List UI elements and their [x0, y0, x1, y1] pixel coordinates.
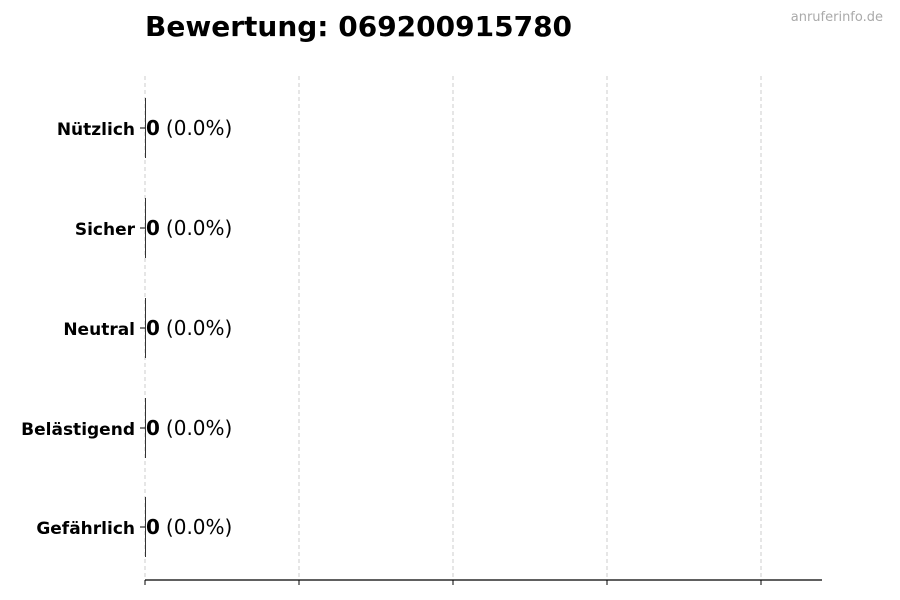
category-label: Nützlich [57, 120, 135, 140]
chart-title: Bewertung: 069200915780 [145, 10, 573, 43]
count-label: 0 [146, 216, 160, 240]
category-label: Belästigend [21, 420, 135, 440]
percent-label: (0.0%) [166, 316, 232, 340]
count-label: 0 [146, 116, 160, 140]
count-label: 0 [146, 316, 160, 340]
percent-label: (0.0%) [166, 216, 232, 240]
percent-label: (0.0%) [166, 116, 232, 140]
count-label: 0 [146, 416, 160, 440]
watermark: anruferinfo.de [790, 10, 883, 25]
percent-label: (0.0%) [166, 515, 232, 539]
data-label: 0 (0.0%) [146, 515, 232, 539]
category-label: Sicher [75, 220, 136, 240]
category-label: Gefährlich [36, 519, 135, 539]
category-label: Neutral [63, 320, 135, 340]
count-label: 0 [146, 515, 160, 539]
data-label: 0 (0.0%) [146, 416, 232, 440]
data-label: 0 (0.0%) [146, 116, 232, 140]
data-label: 0 (0.0%) [146, 316, 232, 340]
data-label: 0 (0.0%) [146, 216, 232, 240]
percent-label: (0.0%) [166, 416, 232, 440]
